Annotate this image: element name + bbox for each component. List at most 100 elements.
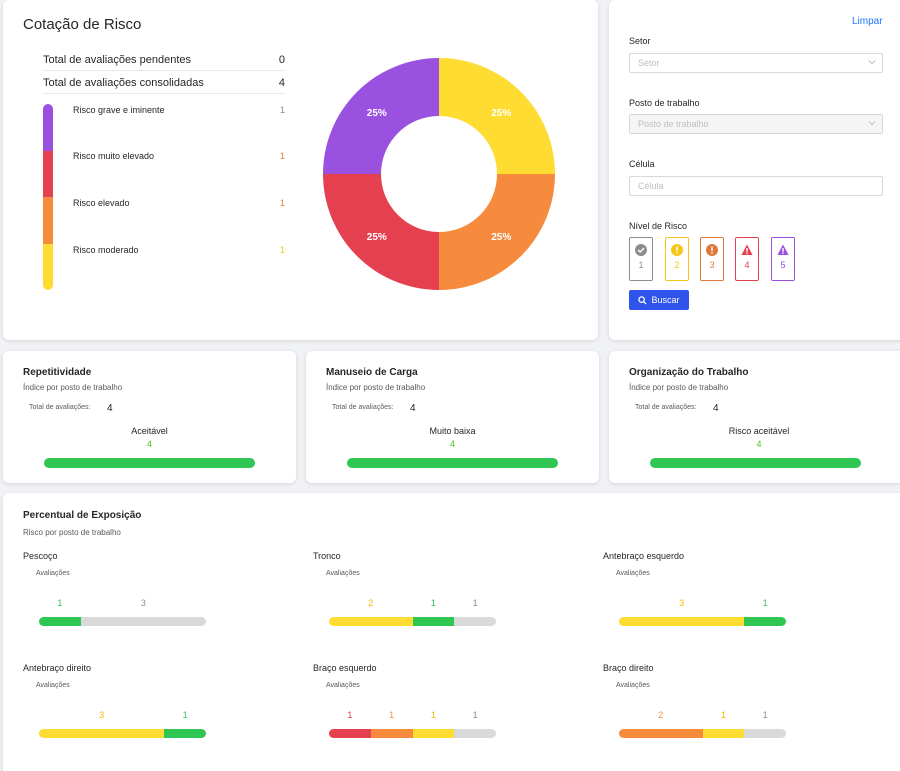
search-button[interactable]: Buscar: [629, 290, 689, 310]
exclamation-circle-icon: [706, 244, 718, 256]
exposure-bar-segment[interactable]: [619, 729, 703, 738]
pending-value: 0: [278, 54, 285, 66]
chevron-down-icon: [868, 121, 876, 126]
exposure-bar-segment[interactable]: [329, 617, 413, 626]
donut-slice[interactable]: [323, 58, 439, 174]
exposure-segment-label: 1: [182, 710, 188, 720]
exposure-bar-segment[interactable]: [702, 729, 745, 738]
risk-level-filter-2[interactable]: 2: [665, 237, 689, 281]
donut-slice[interactable]: [439, 174, 555, 290]
exposure-bar-segment[interactable]: [454, 729, 496, 738]
risk-level-segment: [43, 104, 53, 151]
search-icon: [638, 295, 648, 305]
risk-donut-chart: 25% 25% 25% 25%: [322, 57, 556, 291]
risk-level-filter-number: 5: [780, 260, 786, 270]
metric-bar[interactable]: [347, 458, 558, 468]
donut-slice[interactable]: [323, 174, 439, 290]
exposure-bar-segment[interactable]: [619, 617, 745, 626]
exposure-bar-segment[interactable]: [39, 729, 165, 738]
filter-card: Limpar Setor Setor Posto de trabalho Pos…: [609, 0, 900, 340]
exposure-segment-label: 1: [389, 710, 395, 720]
risk-level-filter-5[interactable]: 5: [771, 237, 795, 281]
exposure-bar-segment[interactable]: [39, 617, 81, 626]
celula-label: Célula: [629, 159, 655, 169]
exposure-bar-segment[interactable]: [412, 729, 455, 738]
metric-category-count: 4: [146, 439, 152, 449]
exposure-avaliacoes-label: Avaliações: [326, 570, 360, 577]
exposure-segment-label: 3: [99, 710, 105, 720]
exposure-segment-label: 3: [679, 598, 685, 608]
exposure-bar-segment[interactable]: [412, 617, 455, 626]
risk-level-filter-4[interactable]: 4: [735, 237, 759, 281]
donut-slice-label: 25%: [367, 108, 387, 119]
risk-level-label: Risco elevado: [73, 198, 130, 208]
exposure-segment-label: 1: [762, 710, 768, 720]
exposure-part-name: Antebraço esquerdo: [603, 551, 685, 561]
exposure-bar: [39, 617, 206, 626]
exposure-segment-label: 2: [368, 598, 374, 608]
exposure-subtitle: Risco por posto de trabalho: [23, 528, 121, 537]
metric-total-label: Total de avaliações:: [635, 404, 697, 411]
risk-level-label: Risco moderado: [73, 245, 139, 255]
setor-placeholder: Setor: [638, 58, 660, 68]
exposure-bar-segment[interactable]: [454, 617, 496, 626]
exposure-part: Tronco Avaliações 2 1 1: [313, 551, 496, 651]
posto-select[interactable]: Posto de trabalho: [629, 114, 883, 134]
risk-level-filter-3[interactable]: 3: [700, 237, 724, 281]
celula-input[interactable]: Célula: [629, 176, 883, 196]
exposure-bar: [329, 617, 496, 626]
exposure-segment-label: 1: [762, 598, 768, 608]
search-button-label: Buscar: [651, 295, 680, 305]
donut-slice-label: 25%: [491, 108, 511, 119]
exposure-segment-label: 1: [472, 598, 478, 608]
risk-level-segment: [43, 150, 53, 197]
exposure-segment-label: 1: [430, 710, 436, 720]
metric-subtitle: Índice por posto de trabalho: [629, 383, 729, 392]
risk-level-filter-number: 3: [709, 260, 715, 270]
exposure-part-name: Braço direito: [603, 663, 654, 673]
exposure-segment-label: 1: [430, 598, 436, 608]
metric-card: Manuseio de Carga Índice por posto de tr…: [306, 351, 599, 483]
exposure-bar-segment[interactable]: [329, 729, 371, 738]
consolidated-row: Total de avaliações consolidadas 4: [43, 77, 285, 94]
metric-subtitle: Índice por posto de trabalho: [23, 383, 123, 392]
metric-card: Repetitividade Índice por posto de traba…: [3, 351, 296, 483]
risk-level-bar: [43, 104, 53, 290]
exposure-segment-label: 1: [347, 710, 353, 720]
metric-total-label: Total de avaliações:: [332, 404, 394, 411]
metric-bar[interactable]: [650, 458, 861, 468]
exclamation-circle-icon: [671, 244, 683, 256]
exposure-bar-segment[interactable]: [744, 617, 786, 626]
metric-total-value: 4: [713, 403, 719, 414]
metric-category-count: 4: [449, 439, 455, 449]
metric-category: Aceitável: [131, 426, 168, 436]
metric-title: Manuseio de Carga: [326, 367, 418, 378]
check-icon: [635, 244, 647, 256]
clear-link[interactable]: Limpar: [852, 16, 883, 27]
setor-select[interactable]: Setor: [629, 53, 883, 73]
exposure-part-name: Pescoço: [23, 551, 58, 561]
metric-total-value: 4: [410, 403, 416, 414]
exposure-bar: [619, 617, 786, 626]
metric-category-count: 4: [756, 439, 762, 449]
exposure-segment-label: 1: [720, 710, 726, 720]
risk-level-value: 1: [279, 105, 285, 115]
exposure-bar-segment[interactable]: [744, 729, 786, 738]
risk-level-row: Risco moderado 1: [73, 245, 285, 255]
risk-level-filter-number: 4: [744, 260, 750, 270]
exposure-avaliacoes-label: Avaliações: [326, 682, 360, 689]
exposure-bar-segment[interactable]: [80, 617, 206, 626]
metric-bar[interactable]: [44, 458, 255, 468]
exposure-part-name: Tronco: [313, 551, 341, 561]
posto-placeholder: Posto de trabalho: [638, 119, 709, 129]
exposure-part: Braço direito Avaliações 2 1 1: [603, 663, 786, 763]
exposure-bar: [619, 729, 786, 738]
risk-level-row: Risco elevado 1: [73, 198, 285, 208]
risk-level-filter-1[interactable]: 1: [629, 237, 653, 281]
pending-label: Total de avaliações pendentes: [43, 54, 191, 66]
donut-slice[interactable]: [439, 58, 555, 174]
risk-level-value: 1: [279, 151, 285, 161]
exposure-bar-segment[interactable]: [370, 729, 413, 738]
nivel-label: Nível de Risco: [629, 221, 688, 231]
exposure-bar-segment[interactable]: [164, 729, 206, 738]
